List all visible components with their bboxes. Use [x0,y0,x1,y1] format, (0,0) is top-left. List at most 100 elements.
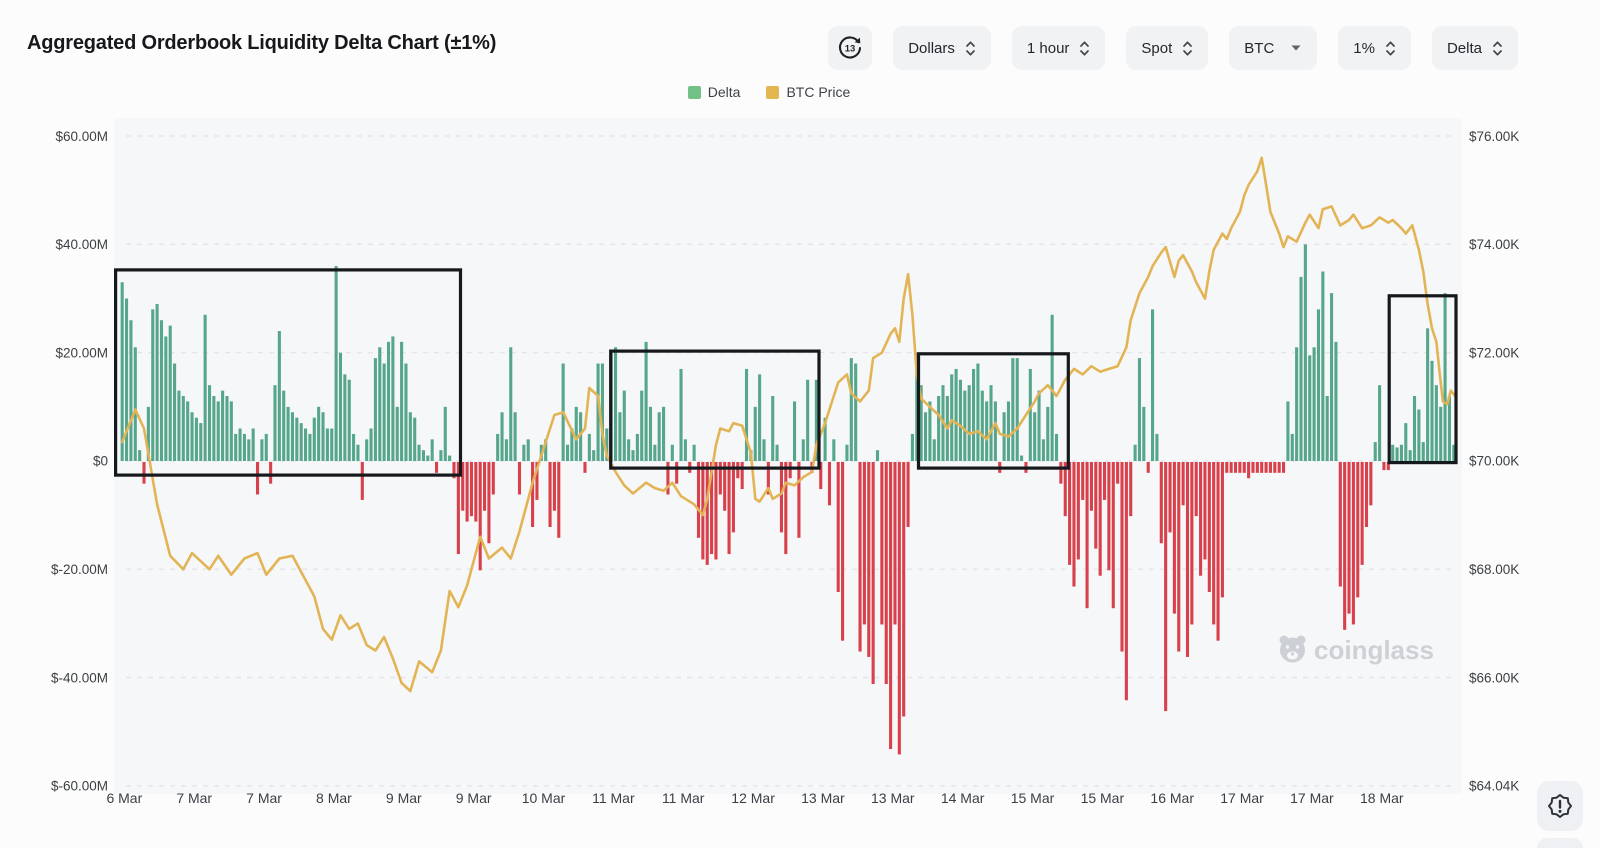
x-axis-label: 7 Mar [246,790,282,806]
delta-bar [1085,462,1089,609]
chart-settings-button[interactable] [1537,781,1583,831]
delta-bar [1194,462,1198,517]
delta-bar [312,417,316,461]
delta-bar [1426,328,1430,461]
delta-bar [1076,462,1080,560]
delta-bar [1159,462,1163,544]
delta-bar [255,462,260,495]
delta-bar [600,363,604,461]
delta-bar [513,412,517,461]
delta-bar [373,358,377,462]
delta-bar [849,358,853,462]
delta-bar [923,412,928,461]
delta-bar [823,417,827,461]
delta-bar [369,428,373,461]
delta-bar [932,439,936,461]
delta-bar [1399,444,1403,461]
y-right-tick-label: $74.00K [1469,237,1519,252]
delta-bar [456,462,460,555]
delta-bar [186,401,190,461]
x-axis-label: 14 Mar [941,790,985,806]
delta-bar [1094,462,1098,549]
delta-bar [1129,462,1133,517]
delta-bar [1089,462,1093,511]
annotation-box [113,268,463,477]
delta-bar [1081,462,1085,500]
delta-bar [465,462,469,522]
delta-bar [1268,462,1272,473]
delta-bar [168,325,172,462]
delta-bar [199,423,203,462]
delta-bar [1164,462,1168,712]
delta-bar [290,412,295,461]
delta-bar [845,444,849,461]
delta-bar [1295,347,1299,461]
delta-bar [1251,462,1255,473]
delta-bar [675,462,679,484]
delta-bar [1452,444,1456,461]
sort-chevrons-icon [1183,40,1193,56]
delta-bar [1177,462,1181,652]
delta-bar [491,462,495,495]
delta-bar [1260,462,1264,473]
delta-bar [434,462,439,473]
dropdown-depth[interactable]: 1% [1338,26,1411,70]
delta-bar [1168,462,1172,533]
dropdown-market[interactable]: Spot [1126,26,1209,70]
refresh-timer-button[interactable]: 13 [828,26,873,70]
delta-bar [902,462,906,717]
delta-bar [574,406,578,461]
delta-bar [531,462,535,527]
delta-bar [779,462,783,533]
delta-bar [1286,401,1290,461]
delta-bar [194,417,198,461]
delta-bar [461,462,465,511]
delta-bar [177,390,181,461]
delta-bar [242,433,246,461]
secondary-settings-button-partial[interactable] [1537,838,1583,848]
x-axis-label: 17 Mar [1290,790,1334,806]
delta-bar [1220,462,1224,598]
delta-bar [880,462,884,625]
delta-bar [273,385,277,461]
dropdown-mode[interactable]: Delta [1431,26,1518,70]
delta-bar [207,385,212,461]
delta-bar [1369,462,1373,506]
delta-bar [417,444,421,461]
delta-bar [565,444,570,461]
dropdown-symbol[interactable]: BTC [1229,26,1318,70]
delta-bar [173,363,177,461]
delta-bar [727,462,731,555]
delta-bar [260,439,264,461]
annotation-box [609,349,821,470]
x-axis-label: 8 Mar [316,790,352,806]
delta-bar [1386,462,1390,471]
delta-bar [1378,385,1382,461]
x-axis-label: 15 Mar [1081,790,1125,806]
delta-bar [229,401,233,461]
delta-bar [247,439,251,461]
delta-bar [627,439,631,461]
delta-bar [587,433,591,461]
dropdown-currency[interactable]: Dollars [893,26,991,70]
delta-bar [736,462,740,479]
delta-bar [1347,462,1351,614]
delta-bar [120,282,124,461]
delta-bar [1391,444,1395,461]
delta-bar [452,462,456,479]
delta-bar [867,462,871,657]
delta-bar [125,298,129,461]
delta-bar [286,406,290,461]
dropdown-interval[interactable]: 1 hour [1011,26,1106,70]
delta-bar [1325,396,1329,461]
coinglass-watermark: coinglass [1279,635,1434,665]
y-left-tick-label: $20.00M [55,345,108,360]
y-right-tick-label: $70.00K [1469,454,1519,469]
delta-bar [1443,293,1447,461]
delta-bar [483,462,487,511]
delta-bar [1373,442,1377,461]
delta-bar [1006,401,1011,461]
delta-bar [910,433,914,461]
y-left-tick-label: $0 [93,454,108,469]
